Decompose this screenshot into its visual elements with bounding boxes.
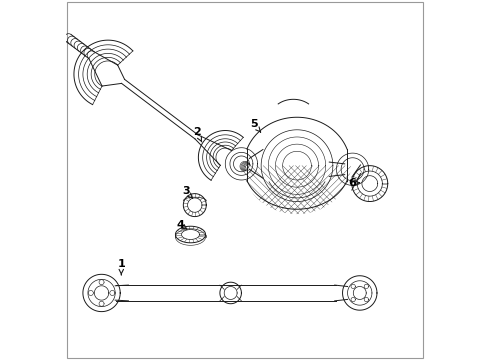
Text: 2: 2 — [193, 127, 202, 142]
Text: 4: 4 — [176, 220, 187, 230]
Text: 3: 3 — [182, 186, 193, 198]
Text: 1: 1 — [118, 259, 125, 275]
Text: 6: 6 — [349, 178, 360, 188]
Text: 5: 5 — [250, 120, 261, 132]
